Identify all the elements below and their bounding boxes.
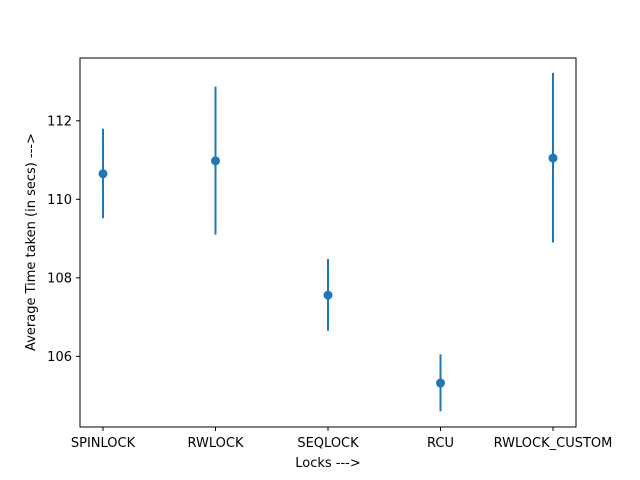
x-axis-ticks: SPINLOCK RWLOCK SEQLOCK RCU RWLOCK_CUSTOM: [71, 427, 612, 451]
x-tick-label: RWLOCK: [188, 436, 244, 451]
plot-frame: [79, 57, 577, 428]
y-axis-ticks: 106 108 110 112: [47, 114, 80, 365]
data-point: [548, 153, 558, 163]
y-tick-label: 108: [47, 271, 72, 286]
x-tick-label: RWLOCK_CUSTOM: [494, 436, 613, 451]
plot-area: [80, 58, 576, 427]
data-marks: [98, 72, 558, 412]
x-axis-label: Locks --->: [295, 456, 361, 471]
x-tick-label: SPINLOCK: [71, 436, 136, 451]
x-tick-label: SEQLOCK: [297, 436, 359, 451]
data-point: [98, 169, 108, 179]
y-tick-label: 106: [47, 350, 72, 365]
y-tick-label: 110: [47, 193, 72, 208]
data-point: [323, 290, 333, 300]
data-point: [211, 156, 220, 166]
y-tick-label: 112: [47, 114, 72, 129]
x-tick-label: RCU: [427, 436, 454, 451]
data-point: [436, 378, 445, 388]
y-axis-label: Average Time taken (in secs) --->: [24, 133, 39, 351]
